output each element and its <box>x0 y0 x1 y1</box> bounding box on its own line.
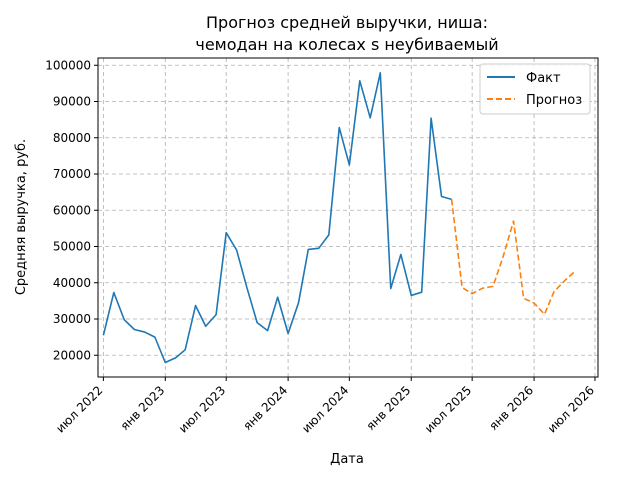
series-lines <box>102 72 575 364</box>
legend-label-forecast: Прогноз <box>526 93 582 108</box>
y-tick-label: 100000 <box>45 58 91 72</box>
x-tick-label: янв 2025 <box>364 383 414 433</box>
x-axis-label: Дата <box>330 452 364 467</box>
y-tick-label: 50000 <box>53 240 91 254</box>
y-axis-label: Средняя выручка, руб. <box>14 139 29 295</box>
legend: Факт Прогноз <box>479 63 591 115</box>
y-tick-label: 90000 <box>53 95 91 109</box>
x-tick-label: июл 2022 <box>53 383 105 435</box>
y-tick-label: 20000 <box>53 348 91 362</box>
series-line-forecast <box>450 199 575 316</box>
plot-frame <box>97 57 599 378</box>
chart-title-line-1: Прогноз средней выручки, ниша: <box>206 13 488 32</box>
x-tick-label: янв 2023 <box>118 383 168 433</box>
y-tick-label: 40000 <box>53 276 91 290</box>
x-tick-label: июл 2025 <box>422 383 474 435</box>
y-tick-label: 60000 <box>53 203 91 217</box>
x-tick-label: июл 2024 <box>299 383 351 435</box>
x-axis-ticks: июл 2022 янв 2023 июл 2023 янв 2024 июл 2024… <box>53 377 597 436</box>
chart-title-line-2: чемодан на колесах s неубиваемый <box>195 35 498 54</box>
x-tick-label: янв 2026 <box>486 383 536 433</box>
y-axis-ticks: 20000 30000 40000 50000 60000 70000 80000 90000… <box>45 58 98 362</box>
x-tick-label: янв 2024 <box>240 383 290 433</box>
y-tick-label: 30000 <box>53 312 91 326</box>
legend-label-fact: Факт <box>526 71 561 86</box>
x-tick-label: июл 2026 <box>545 383 597 435</box>
y-tick-label: 70000 <box>53 167 91 181</box>
x-tick-label: июл 2023 <box>176 383 228 435</box>
series-line-fact <box>102 72 452 364</box>
y-tick-label: 80000 <box>53 131 91 145</box>
